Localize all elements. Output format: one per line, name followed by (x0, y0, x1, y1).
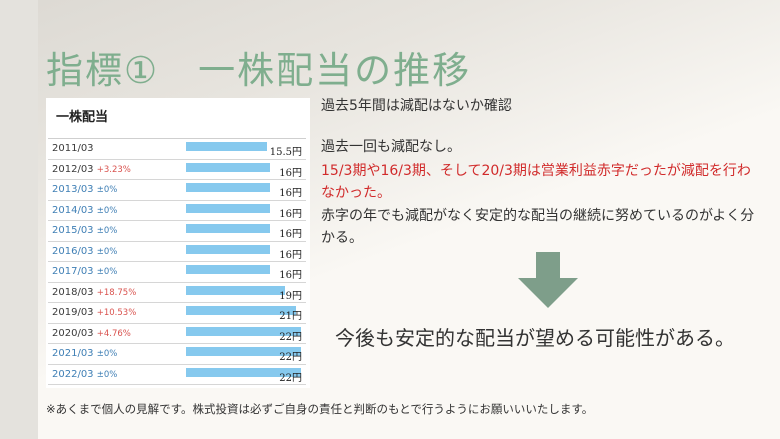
row-change: ±0% (96, 369, 118, 380)
table-row: 2022/03 ±0% 22円 (48, 365, 306, 385)
row-value: 22円 (279, 331, 302, 343)
row-change: ±0% (96, 267, 118, 277)
row-year: 2013/03 ±0% (52, 184, 117, 195)
row-bar (186, 347, 301, 356)
row-year: 2020/03 +4.76% (52, 328, 131, 339)
row-year-label: 2014/03 (52, 204, 94, 216)
row-value: 16円 (279, 229, 302, 240)
row-year-label: 2021/03 (52, 348, 94, 359)
row-bar (186, 142, 268, 151)
row-value: 16円 (279, 167, 302, 179)
arrow-down-icon (518, 252, 578, 308)
row-bar (186, 162, 270, 172)
row-year-label: 2017/03 (52, 266, 94, 277)
row-bar (186, 326, 301, 336)
row-value: 22円 (279, 352, 302, 363)
table-row: 2020/03 +4.76% 22円 (48, 324, 306, 344)
row-year-label: 2018/03 (52, 286, 94, 298)
row-bar (186, 224, 270, 233)
table-row: 2016/03 ±0% 16円 (48, 242, 306, 262)
row-year: 2017/03 ±0% (52, 266, 117, 277)
table-row: 2019/03 +10.53% 21円 (48, 303, 306, 324)
left-margin-strip (0, 0, 38, 439)
row-value: 16円 (279, 188, 302, 199)
row-change: +3.23% (96, 164, 131, 175)
conclusion-text: 今後も安定的な配当が望める可能性がある。 (335, 326, 735, 350)
row-year: 2012/03 +3.23% (52, 164, 131, 175)
row-year-label: 2022/03 (52, 368, 94, 380)
table-row: 2021/03 ±0% 22円 (48, 344, 306, 365)
row-value: 16円 (279, 270, 302, 281)
table-row: 2014/03 ±0% 16円 (48, 201, 306, 221)
row-change: +10.53% (96, 308, 137, 318)
text-deficit-years: 15/3期や16/3期、そして20/3期は営業利益赤字だったが減配を行わなかった… (321, 163, 751, 201)
row-change: ±0% (96, 185, 118, 195)
row-bar (186, 265, 270, 274)
table-row: 2017/03 ±0% 16円 (48, 262, 306, 283)
row-year: 2016/03 ±0% (52, 246, 117, 257)
row-year-label: 2020/03 (52, 327, 94, 339)
table-row: 2011/03 15.5円 (48, 139, 306, 160)
row-change: ±0% (96, 246, 118, 257)
table-heading: 一株配当 (56, 110, 109, 125)
row-bar (186, 306, 296, 315)
footnote-disclaimer: ※あくまで個人の見解です。株式投資は必ずご自身の責任と判断のもとで行うようにお願… (46, 402, 594, 416)
row-bar (186, 367, 301, 377)
row-year: 2019/03 +10.53% (52, 307, 136, 318)
table-row: 2012/03 +3.23% 16円 (48, 160, 306, 180)
table-row: 2013/03 ±0% 16円 (48, 180, 306, 201)
page-title: 指標① 一株配当の推移 (46, 49, 472, 92)
row-bar (186, 203, 270, 213)
row-year: 2015/03 ±0% (52, 225, 117, 236)
row-change: +4.76% (96, 328, 131, 339)
row-value: 16円 (279, 208, 302, 220)
row-change: +18.75% (96, 287, 137, 298)
row-year-label: 2015/03 (52, 225, 94, 236)
row-year: 2014/03 ±0% (52, 205, 117, 216)
row-value: 15.5円 (269, 147, 302, 158)
table-row: 2018/03 +18.75% 19円 (48, 283, 306, 303)
row-bar (186, 183, 270, 192)
row-bar (186, 285, 286, 295)
row-change: ±0% (96, 349, 118, 359)
table-rows: 2011/03 15.5円 2012/03 +3.23% 16円 2013/03 ±0%… (48, 138, 306, 385)
row-change: ±0% (96, 226, 118, 236)
row-value: 22円 (279, 372, 302, 384)
row-year: 2022/03 ±0% (52, 369, 117, 380)
row-year-label: 2011/03 (52, 143, 94, 154)
row-year: 2011/03 (52, 143, 94, 154)
row-year-label: 2016/03 (52, 245, 94, 257)
row-value: 16円 (279, 249, 302, 261)
row-bar (186, 244, 270, 254)
row-year-label: 2019/03 (52, 307, 94, 318)
row-change: ±0% (96, 205, 118, 216)
text-check-5years: 過去5年間は減配はないか確認 (321, 98, 512, 114)
text-stable-dividend: 赤字の年でも減配がなく安定的な配当の継続に努めているのがよく分かる。 (321, 208, 755, 246)
row-value: 19円 (279, 290, 302, 302)
row-value: 21円 (279, 311, 302, 322)
row-year: 2018/03 +18.75% (52, 287, 136, 298)
row-year: 2021/03 ±0% (52, 348, 117, 359)
table-row: 2015/03 ±0% 16円 (48, 221, 306, 242)
dividend-table: 一株配当 2011/03 15.5円 2012/03 +3.23% 16円 2013/0… (46, 98, 310, 388)
row-year-label: 2013/03 (52, 184, 94, 195)
text-no-cut: 過去一回も減配なし。 (321, 139, 461, 155)
row-year-label: 2012/03 (52, 163, 94, 175)
